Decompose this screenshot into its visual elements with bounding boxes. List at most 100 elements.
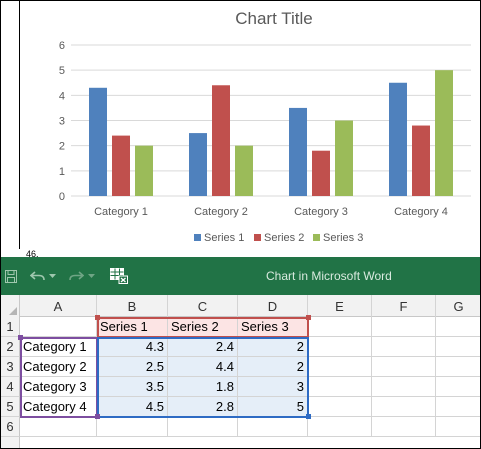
cell-c1[interactable]: Series 2	[168, 317, 238, 337]
cell-b6[interactable]	[97, 417, 168, 437]
column-header-g[interactable]: G	[436, 295, 480, 317]
bar-1-4[interactable]	[389, 82, 407, 196]
cell-c6[interactable]	[168, 417, 238, 437]
values-range-handle[interactable]	[306, 414, 311, 419]
x-tick-label: Category 2	[194, 206, 248, 218]
column-header-d[interactable]: D	[238, 295, 308, 317]
redo-icon[interactable]	[67, 257, 85, 295]
bar-1-3[interactable]	[289, 107, 307, 196]
bar-1-1[interactable]	[89, 87, 107, 196]
cell-d6[interactable]	[238, 417, 308, 437]
cell-f6[interactable]	[372, 417, 436, 437]
cell-g6[interactable]	[436, 417, 480, 437]
edit-data-in-excel-icon[interactable]	[109, 257, 129, 295]
legend-label-1[interactable]: Series 1	[204, 232, 244, 244]
bar-3-4[interactable]	[435, 70, 453, 196]
chart-title[interactable]: Chart Title	[235, 9, 312, 28]
cell-f5[interactable]	[372, 397, 436, 417]
cell-g5[interactable]	[436, 397, 480, 417]
series-range-handle[interactable]	[95, 315, 100, 320]
bar-2-3[interactable]	[312, 150, 330, 196]
row-header-2[interactable]: 2	[1, 337, 20, 357]
save-icon[interactable]	[3, 257, 19, 295]
cell-c2[interactable]: 2.4	[168, 337, 238, 357]
row-header-5[interactable]: 5	[1, 397, 20, 417]
y-tick-label: 3	[59, 116, 65, 128]
cell-f1[interactable]	[372, 317, 436, 337]
cell-e4[interactable]	[308, 377, 372, 397]
x-axis-labels: Category 1 Category 2 Category 3 Category 4	[94, 206, 448, 218]
y-axis-labels: 0 1 2 3 4 5 6	[59, 40, 65, 203]
cell-e1[interactable]	[308, 317, 372, 337]
series-range-handle[interactable]	[306, 315, 311, 320]
x-tick-label: Category 1	[94, 206, 148, 218]
legend-swatch-3	[313, 234, 320, 241]
bar-3-3[interactable]	[335, 120, 353, 197]
cell-f3[interactable]	[372, 357, 436, 377]
bar-chart[interactable]: Chart Title 0 1 2 3 4 5 6 Category 1 Category 2…	[51, 1, 481, 258]
cell-a4[interactable]: Category 3	[20, 377, 97, 397]
row-header-3[interactable]: 3	[1, 357, 20, 377]
cell-e6[interactable]	[308, 417, 372, 437]
bar-1-2[interactable]	[189, 133, 207, 196]
cell-e3[interactable]	[308, 357, 372, 377]
select-all-corner[interactable]	[1, 295, 20, 317]
y-tick-label: 1	[59, 166, 65, 178]
category-range-handle[interactable]	[18, 335, 23, 340]
column-header-c[interactable]: C	[168, 295, 238, 317]
cell-b4[interactable]: 3.5	[97, 377, 168, 397]
cell-g3[interactable]	[436, 357, 480, 377]
bar-3-2[interactable]	[235, 145, 253, 196]
cell-a1[interactable]	[20, 317, 97, 337]
chart-bars[interactable]	[89, 70, 453, 196]
excel-titlebar: Chart in Microsoft Word	[0, 257, 481, 295]
cell-e2[interactable]	[308, 337, 372, 357]
legend-swatch-1	[194, 234, 201, 241]
y-tick-label: 0	[59, 191, 65, 203]
line-number: 46.	[26, 249, 39, 259]
cell-f2[interactable]	[372, 337, 436, 357]
cell-c3[interactable]: 4.4	[168, 357, 238, 377]
cell-d5[interactable]: 5	[238, 397, 308, 417]
row-header-6[interactable]: 6	[1, 417, 20, 437]
chart-object[interactable]: Chart Title 0 1 2 3 4 5 6 Category 1 Category 2…	[51, 1, 481, 258]
undo-dropdown-icon[interactable]	[47, 257, 57, 295]
undo-icon[interactable]	[29, 257, 47, 295]
cell-e5[interactable]	[308, 397, 372, 417]
bar-2-4[interactable]	[412, 125, 430, 196]
redo-dropdown-icon[interactable]	[86, 257, 96, 295]
row-header-4[interactable]: 4	[1, 377, 20, 397]
cell-a6[interactable]	[20, 417, 97, 437]
cell-b2[interactable]: 4.3	[97, 337, 168, 357]
cell-a2[interactable]: Category 1	[20, 337, 97, 357]
cell-g4[interactable]	[436, 377, 480, 397]
legend-label-3[interactable]: Series 3	[323, 232, 363, 244]
column-header-e[interactable]: E	[308, 295, 372, 317]
row-header-7[interactable]	[1, 437, 20, 448]
bar-2-1[interactable]	[112, 135, 130, 196]
cell-d1[interactable]: Series 3	[238, 317, 308, 337]
column-header-b[interactable]: B	[97, 295, 168, 317]
category-range-handle[interactable]	[95, 414, 100, 419]
cell-g1[interactable]	[436, 317, 480, 337]
cell-a5[interactable]: Category 4	[20, 397, 97, 417]
bar-2-2[interactable]	[212, 85, 230, 196]
cell-c5[interactable]: 2.8	[168, 397, 238, 417]
legend-label-2[interactable]: Series 2	[264, 232, 304, 244]
cell-d4[interactable]: 3	[238, 377, 308, 397]
cell-a3[interactable]: Category 2	[20, 357, 97, 377]
cell-b1[interactable]: Series 1	[97, 317, 168, 337]
column-header-f[interactable]: F	[372, 295, 436, 317]
cell-d2[interactable]: 2	[238, 337, 308, 357]
bar-3-1[interactable]	[135, 145, 153, 196]
cell-g2[interactable]	[436, 337, 480, 357]
row-header-1[interactable]: 1	[1, 317, 20, 337]
cell-b3[interactable]: 2.5	[97, 357, 168, 377]
cell-c4[interactable]: 1.8	[168, 377, 238, 397]
spreadsheet-grid[interactable]: A B C D E F G 1 2 3 4 5 6 Series 1 Serie…	[0, 295, 481, 449]
column-header-a[interactable]: A	[20, 295, 97, 317]
chart-legend[interactable]: Series 1 Series 2 Series 3	[194, 232, 363, 244]
cell-f4[interactable]	[372, 377, 436, 397]
cell-b5[interactable]: 4.5	[97, 397, 168, 417]
cell-d3[interactable]: 2	[238, 357, 308, 377]
